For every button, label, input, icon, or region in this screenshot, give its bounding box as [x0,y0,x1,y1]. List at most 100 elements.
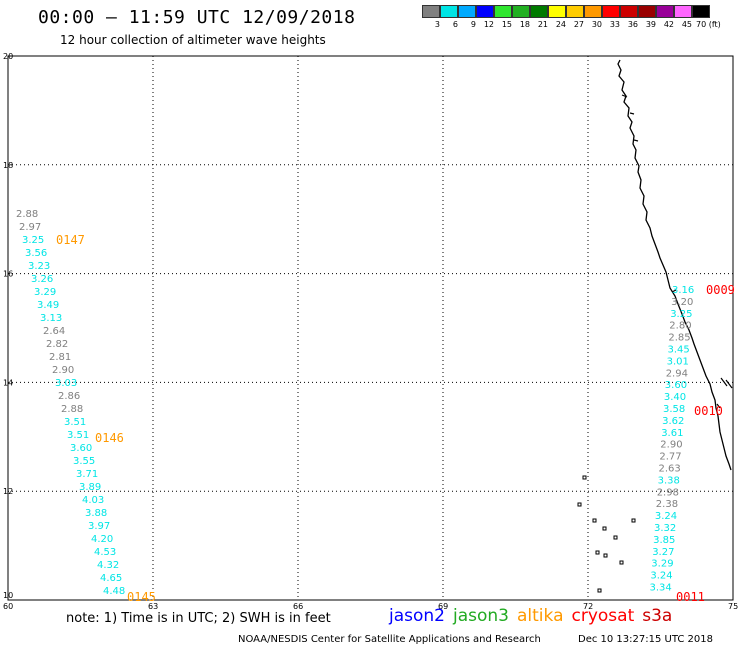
wave-height-value: 2.82 [46,339,68,350]
lon-tick-label: 63 [148,602,158,611]
wave-height-value: 3.97 [88,521,110,532]
wave-height-value: 3.55 [73,456,95,467]
scale-swatch: 3 [422,5,440,29]
island-mark [603,553,608,558]
wave-height-value: 4.20 [91,534,113,545]
lon-tick-label: 75 [728,602,738,611]
wave-height-value: 3.01 [667,356,689,367]
track-id-labels: 0147 0146 0145 0009 0010 0011 [56,233,735,604]
lat-tick-label: 12 [3,487,13,496]
wave-height-value: 3.45 [668,345,690,356]
wave-height-value: 3.26 [31,274,53,285]
island-mark [602,526,607,531]
wave-height-value: 3.29 [651,559,673,570]
wave-height-value: 3.40 [664,392,686,403]
wave-height-value: 4.48 [103,586,125,597]
wave-height-value: 3.71 [76,469,98,480]
scale-swatch: 30 [584,5,602,29]
island-mark [631,518,636,523]
scale-label: 9 [470,20,476,29]
track-time-label: 0009 [706,283,735,297]
wave-height-value: 3.32 [654,523,676,534]
map-grid [7,55,734,601]
wave-height-value: 3.51 [64,417,86,428]
scale-label: 27 [573,20,584,29]
axis-labels: 20 18 16 14 12 10 60 63 66 69 72 75 [3,52,738,611]
scale-label: 18 [519,20,530,29]
wave-height-value: 2.86 [58,391,80,402]
lon-tick-label: 69 [438,602,448,611]
scale-label: 21 [537,20,548,29]
coast-detail [621,94,628,98]
coast-detail [720,377,728,387]
wave-height-value: 4.65 [100,573,122,584]
wave-height-value: 4.03 [82,495,104,506]
wave-height-value: 3.20 [671,297,693,308]
wave-height-value: 2.63 [659,464,681,475]
wave-height-value: 2.90 [52,365,74,376]
wave-height-value: 3.61 [661,428,683,439]
island-mark [592,518,597,523]
wave-height-value: 3.16 [672,285,694,296]
wave-height-value: 3.56 [25,248,47,259]
wave-height-value: 2.77 [659,452,681,463]
scale-label: 70 (ft) [696,20,721,29]
wave-height-value: 3.51 [67,430,89,441]
wave-height-value: 2.80 [669,321,691,332]
footer-credit: NOAA/NESDIS Center for Satellite Applica… [238,634,541,645]
wave-height-value: 2.85 [668,333,690,344]
wave-height-value: 3.62 [662,416,684,427]
wave-height-value: 3.88 [85,508,107,519]
wave-height-value: 2.90 [660,440,682,451]
scale-swatch: 36 [620,5,638,29]
scale-swatch: 42 [656,5,674,29]
wave-height-value: 3.60 [70,443,92,454]
wave-height-value: 2.94 [666,368,688,379]
lat-tick-label: 10 [3,591,13,600]
mission-legend-altika: altika [517,606,564,626]
island-mark [577,502,582,507]
mission-legend-cryosat: cryosat [571,606,635,626]
track-time-label: 0010 [694,404,723,418]
lat-tick-label: 18 [3,161,13,170]
wave-height-value: 3.85 [653,535,675,546]
coast-detail [716,403,721,409]
coast-detail [629,112,635,115]
wave-height-value: 2.88 [61,404,83,415]
map-frame [7,55,734,601]
scale-swatch: 9 [458,5,476,29]
scale-label: 33 [609,20,620,29]
coast-detail [633,139,639,142]
mission-legend-s3a: s3a [642,606,673,626]
island-mark [582,475,587,480]
scale-label: 24 [555,20,566,29]
scale-swatch: 33 [602,5,620,29]
lon-tick-label: 66 [293,602,303,611]
wave-height-value: 3.23 [28,261,50,272]
scale-swatch: 27 [566,5,584,29]
scale-label: 30 [591,20,602,29]
lat-tick-label: 16 [3,270,13,279]
mission-legend: jason2 jason3 altika cryosat s3a [389,606,680,626]
scale-label: 42 [663,20,674,29]
scale-swatch: 24 [548,5,566,29]
lon-tick-label: 72 [583,602,593,611]
wave-height-value: 2.97 [19,222,41,233]
island-mark [597,588,602,593]
west-track-values: 2.88 2.97 3.25 3.56 3.23 3.26 3.29 3.49 3.13 2.64… [16,209,125,597]
island-mark [619,560,624,565]
track-time-label: 0147 [56,233,85,247]
wave-height-value: 2.98 [657,487,679,498]
coastline [577,59,733,593]
scale-label: 45 [681,20,692,29]
mission-legend-jason3: jason3 [453,606,509,626]
wave-height-value: 3.13 [40,313,62,324]
wave-height-value: 3.60 [665,380,687,391]
island-mark [595,550,600,555]
wave-height-value: 3.29 [34,287,56,298]
scale-swatch: 39 [638,5,656,29]
scale-swatch: 6 [440,5,458,29]
wave-height-value: 3.58 [663,404,685,415]
scale-swatch: 45 [674,5,692,29]
